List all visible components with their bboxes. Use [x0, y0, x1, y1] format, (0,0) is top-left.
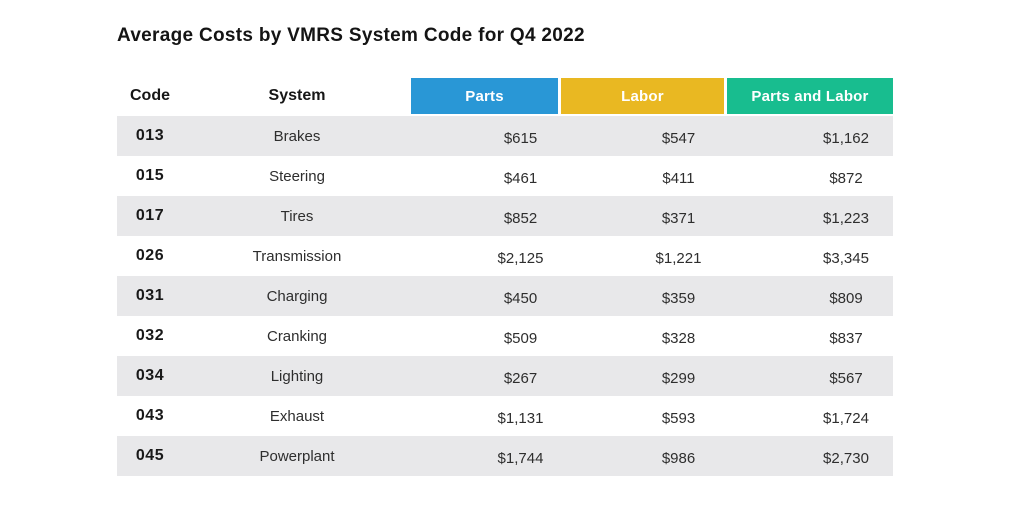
table-row: 034 Lighting $267 $299 $567	[117, 356, 893, 396]
cell-code: 015	[135, 167, 165, 184]
col-header-code: Code	[130, 87, 170, 104]
table-row: 032 Cranking $509 $328 $837	[117, 316, 893, 356]
cell-parts: $615	[503, 130, 538, 147]
cell-labor: $986	[661, 450, 696, 467]
cell-parts: $2,125	[497, 250, 544, 267]
table-row: 017 Tires $852 $371 $1,223	[117, 196, 893, 236]
cell-parts-and-labor: $872	[829, 170, 863, 187]
cell-system: Lighting	[270, 367, 324, 385]
cell-parts-and-labor: $567	[829, 370, 863, 387]
table-body: 013 Brakes $615 $547 $1,162 015 Steering…	[117, 116, 893, 476]
cell-code: 034	[135, 367, 165, 384]
col-header-parts-and-labor: Parts and Labor	[727, 78, 893, 114]
cell-code: 031	[135, 287, 165, 304]
cell-system: Cranking	[266, 327, 328, 345]
cell-parts: $852	[503, 210, 538, 227]
cell-labor: $299	[661, 370, 696, 387]
table-row: 031 Charging $450 $359 $809	[117, 276, 893, 316]
cell-parts: $1,744	[497, 450, 544, 467]
cell-parts-and-labor: $3,345	[823, 250, 869, 267]
cell-parts-and-labor: $2,730	[823, 450, 869, 467]
chart-title: Average Costs by VMRS System Code for Q4…	[117, 25, 585, 46]
cell-parts-and-labor: $1,724	[823, 410, 869, 427]
cell-code: 032	[135, 327, 165, 344]
cell-parts: $450	[503, 290, 538, 307]
table-header-row: Code System Parts Labor Parts and Labor	[117, 78, 893, 114]
table-graphic: Average Costs by VMRS System Code for Q4…	[117, 0, 895, 476]
cell-parts-and-labor: $1,162	[823, 130, 869, 147]
cell-labor: $359	[661, 290, 696, 307]
cell-system: Powerplant	[259, 447, 335, 465]
cell-parts: $1,131	[497, 410, 544, 427]
cell-labor: $328	[661, 330, 696, 347]
col-header-parts: Parts	[411, 78, 558, 114]
cell-labor: $411	[662, 170, 695, 187]
cell-parts: $509	[503, 330, 538, 347]
cell-system: Transmission	[252, 247, 342, 265]
cell-code: 043	[135, 407, 165, 424]
cell-code: 017	[135, 207, 165, 224]
cell-parts: $267	[503, 370, 538, 387]
cell-parts-and-labor: $1,223	[823, 210, 869, 227]
table-row: 045 Powerplant $1,744 $986 $2,730	[117, 436, 893, 476]
table-row: 026 Transmission $2,125 $1,221 $3,345	[117, 236, 893, 276]
cell-labor: $371	[661, 210, 696, 227]
cell-labor: $593	[661, 410, 696, 427]
cell-code: 013	[135, 127, 165, 144]
table-row: 015 Steering $461 $411 $872	[117, 156, 893, 196]
cell-system: Steering	[269, 167, 325, 185]
cell-system: Exhaust	[269, 407, 325, 425]
cell-parts-and-labor: $809	[829, 290, 863, 307]
cell-code: 026	[135, 247, 165, 264]
vmrs-cost-table: Code System Parts Labor Parts and Labor …	[117, 78, 893, 476]
cell-system: Tires	[280, 207, 314, 225]
table-row: 043 Exhaust $1,131 $593 $1,724	[117, 396, 893, 436]
cell-system: Brakes	[273, 127, 321, 145]
cell-labor: $547	[661, 130, 696, 147]
cell-system: Charging	[266, 287, 328, 305]
col-header-system: System	[268, 87, 326, 104]
cell-code: 045	[135, 447, 165, 464]
cell-labor: $1,221	[655, 250, 702, 267]
cell-parts: $461	[503, 170, 538, 187]
col-header-labor: Labor	[561, 78, 724, 114]
table-row: 013 Brakes $615 $547 $1,162	[117, 116, 893, 156]
cell-parts-and-labor: $837	[829, 330, 863, 347]
